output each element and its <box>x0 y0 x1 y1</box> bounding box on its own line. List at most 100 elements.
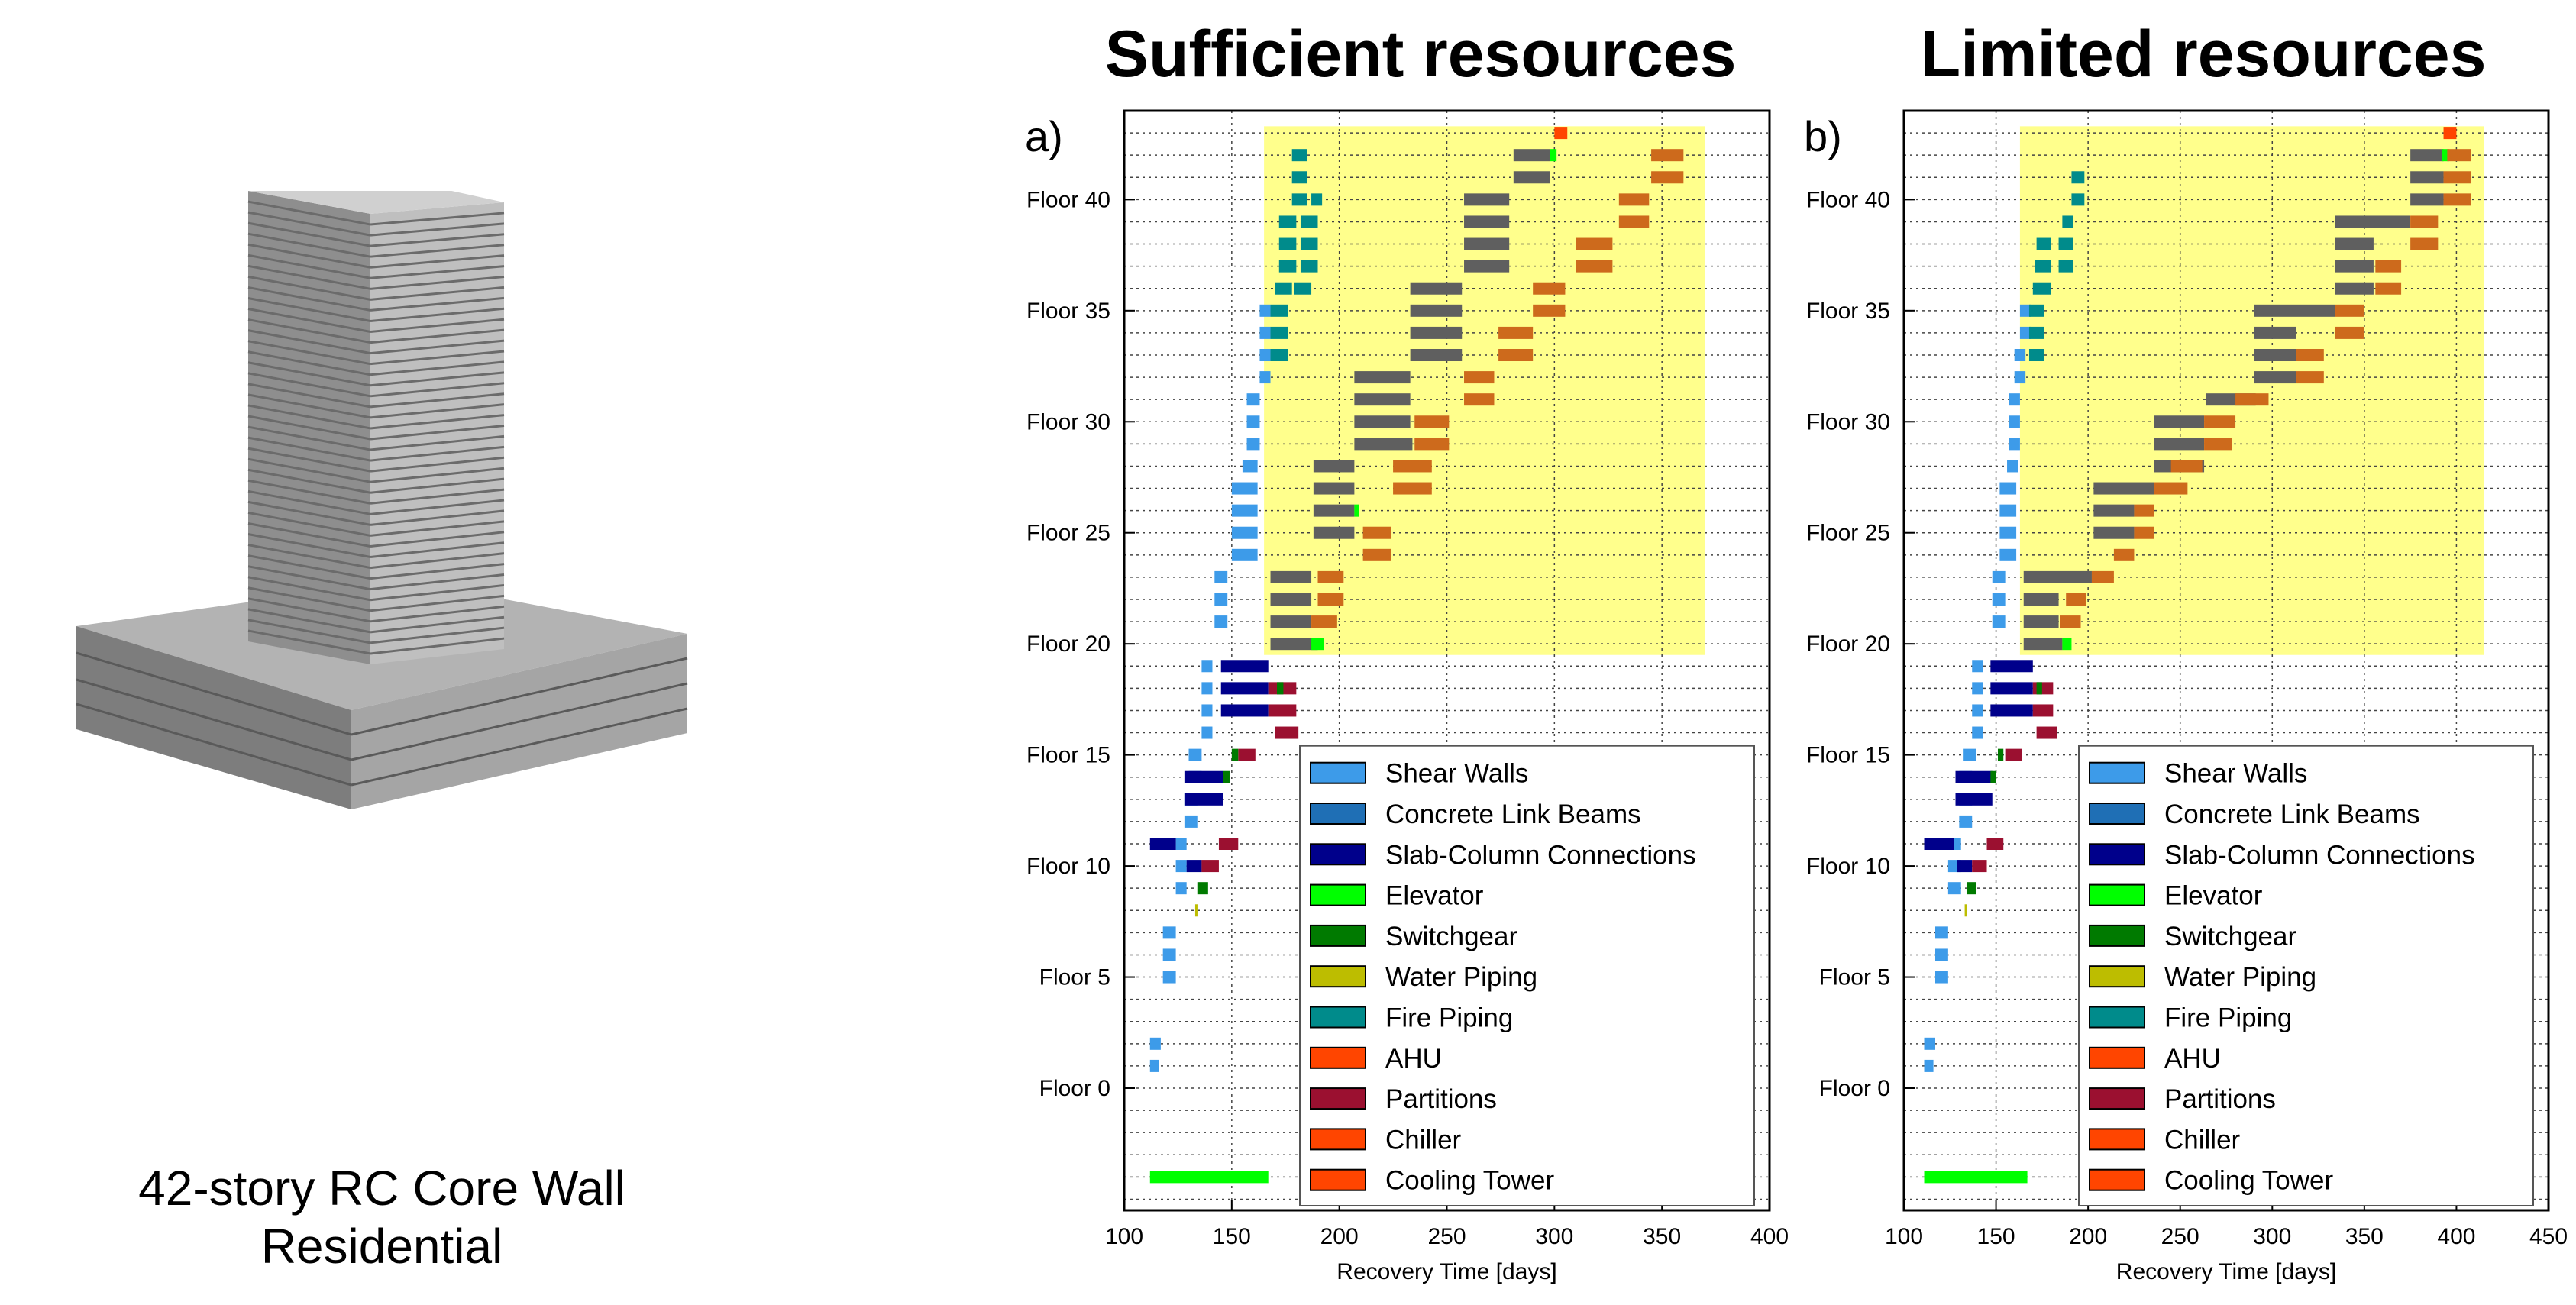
legend-label: Cooling Tower <box>1385 1166 1554 1196</box>
task-bar <box>1924 838 1954 850</box>
tower-floor-line <box>370 296 505 312</box>
task-bar <box>1238 748 1256 761</box>
task-bar <box>1194 904 1198 917</box>
task-bar <box>1231 526 1258 539</box>
legend-label: Chiller <box>1385 1125 1462 1155</box>
x-tick-label: 350 <box>2345 1224 2384 1249</box>
task-bar <box>1464 371 1495 384</box>
legend-label: Partitions <box>1385 1084 1497 1114</box>
task-bar <box>1354 504 1359 517</box>
task-bar <box>2204 415 2236 428</box>
task-bar <box>2005 748 2022 761</box>
legend-swatch <box>1310 803 1366 825</box>
task-bar <box>1924 1171 2028 1184</box>
task-bar <box>2375 282 2402 295</box>
task-bar <box>1278 215 1297 228</box>
x-tick-label: 450 <box>2529 1224 2568 1249</box>
task-bar <box>2204 438 2232 451</box>
tower-floor-line <box>247 533 371 558</box>
task-bar <box>1972 726 1983 739</box>
task-bar <box>2410 171 2444 184</box>
task-bar <box>1410 326 1463 339</box>
task-bar <box>1270 326 1288 339</box>
tower-floor-line <box>370 488 505 505</box>
x-tick-label: 300 <box>2253 1224 2291 1249</box>
x-tick-label: 150 <box>1213 1224 1251 1249</box>
task-bar <box>2009 393 2020 406</box>
x-tick-label: 250 <box>1427 1224 1466 1249</box>
task-bar <box>2442 149 2449 162</box>
task-bar <box>2062 215 2073 228</box>
tower-floor-line <box>370 244 505 258</box>
task-bar <box>2410 215 2439 228</box>
task-bar <box>1149 1037 1161 1050</box>
task-bar <box>1464 237 1510 250</box>
x-axis-label: Recovery Time [days] <box>2116 1259 2336 1284</box>
tower-floor-line <box>370 594 505 612</box>
tower-floor-line <box>370 509 505 526</box>
tower-floor-line <box>247 500 371 526</box>
task-bar <box>1550 149 1557 162</box>
task-bar <box>1533 282 1566 295</box>
legend-box <box>2078 745 2534 1206</box>
tower-floor-line <box>370 499 505 515</box>
task-bar <box>1955 770 1993 783</box>
task-bar <box>1533 304 1566 317</box>
task-bar <box>1317 570 1344 583</box>
task-bar <box>1231 748 1239 761</box>
task-bar <box>2447 149 2471 162</box>
tower-floor-line <box>247 576 371 602</box>
x-tick-label: 200 <box>1320 1224 1359 1249</box>
legend-swatch <box>1310 965 1366 988</box>
y-tick-label: Floor 35 <box>1806 299 1890 324</box>
task-bar <box>1317 593 1344 606</box>
legend-label: Elevator <box>1385 881 1484 911</box>
task-bar <box>1220 682 1269 695</box>
tower-floor-line <box>247 608 371 634</box>
task-bar <box>2036 682 2042 695</box>
y-tick-label: Floor 15 <box>1026 743 1110 768</box>
task-bar <box>1992 615 2006 628</box>
task-bar <box>2296 371 2324 384</box>
task-bar <box>1513 149 1550 162</box>
task-bar <box>2335 282 2374 295</box>
task-bar <box>1201 660 1213 673</box>
task-bar <box>1393 482 1432 495</box>
y-tick-label: Floor 35 <box>1026 299 1110 324</box>
task-bar <box>1162 926 1176 939</box>
tower-floor-line <box>247 297 371 322</box>
task-bar <box>1270 638 1318 651</box>
y-tick-label: Floor 0 <box>1819 1076 1890 1101</box>
legend-swatch <box>1310 1128 1366 1151</box>
task-bar <box>2134 504 2154 517</box>
task-bar <box>1618 215 1650 228</box>
task-bar <box>1275 726 1299 739</box>
task-bar <box>1270 304 1288 317</box>
task-bar <box>2335 215 2411 228</box>
tower-floor-line <box>247 511 371 537</box>
task-bar <box>1990 660 2033 673</box>
task-bar <box>2296 349 2324 361</box>
task-bar <box>1999 482 2017 495</box>
task-bar <box>1934 926 1948 939</box>
legend-swatch <box>1310 843 1366 866</box>
tower-floor-line <box>247 372 371 398</box>
tower-floor-line <box>247 489 371 515</box>
y-tick-label: Floor 25 <box>1026 521 1110 546</box>
tower-floor-line <box>370 605 505 623</box>
tower-floor-line <box>370 445 505 462</box>
tower-floor-line <box>370 552 505 570</box>
task-bar <box>2093 526 2135 539</box>
legend-label: Shear Walls <box>1385 759 1528 789</box>
tower-floor-line <box>247 544 371 570</box>
task-bar <box>1311 193 1323 206</box>
legend-swatch <box>2089 1046 2145 1069</box>
tower-floor-line <box>370 637 505 655</box>
task-bar <box>1184 770 1223 783</box>
task-bar <box>2335 326 2364 339</box>
legend-label: Water Piping <box>1385 962 1537 992</box>
task-bar <box>2028 304 2044 317</box>
task-bar <box>2134 526 2154 539</box>
task-bar <box>2035 260 2051 273</box>
tower-floor-line <box>370 467 505 483</box>
